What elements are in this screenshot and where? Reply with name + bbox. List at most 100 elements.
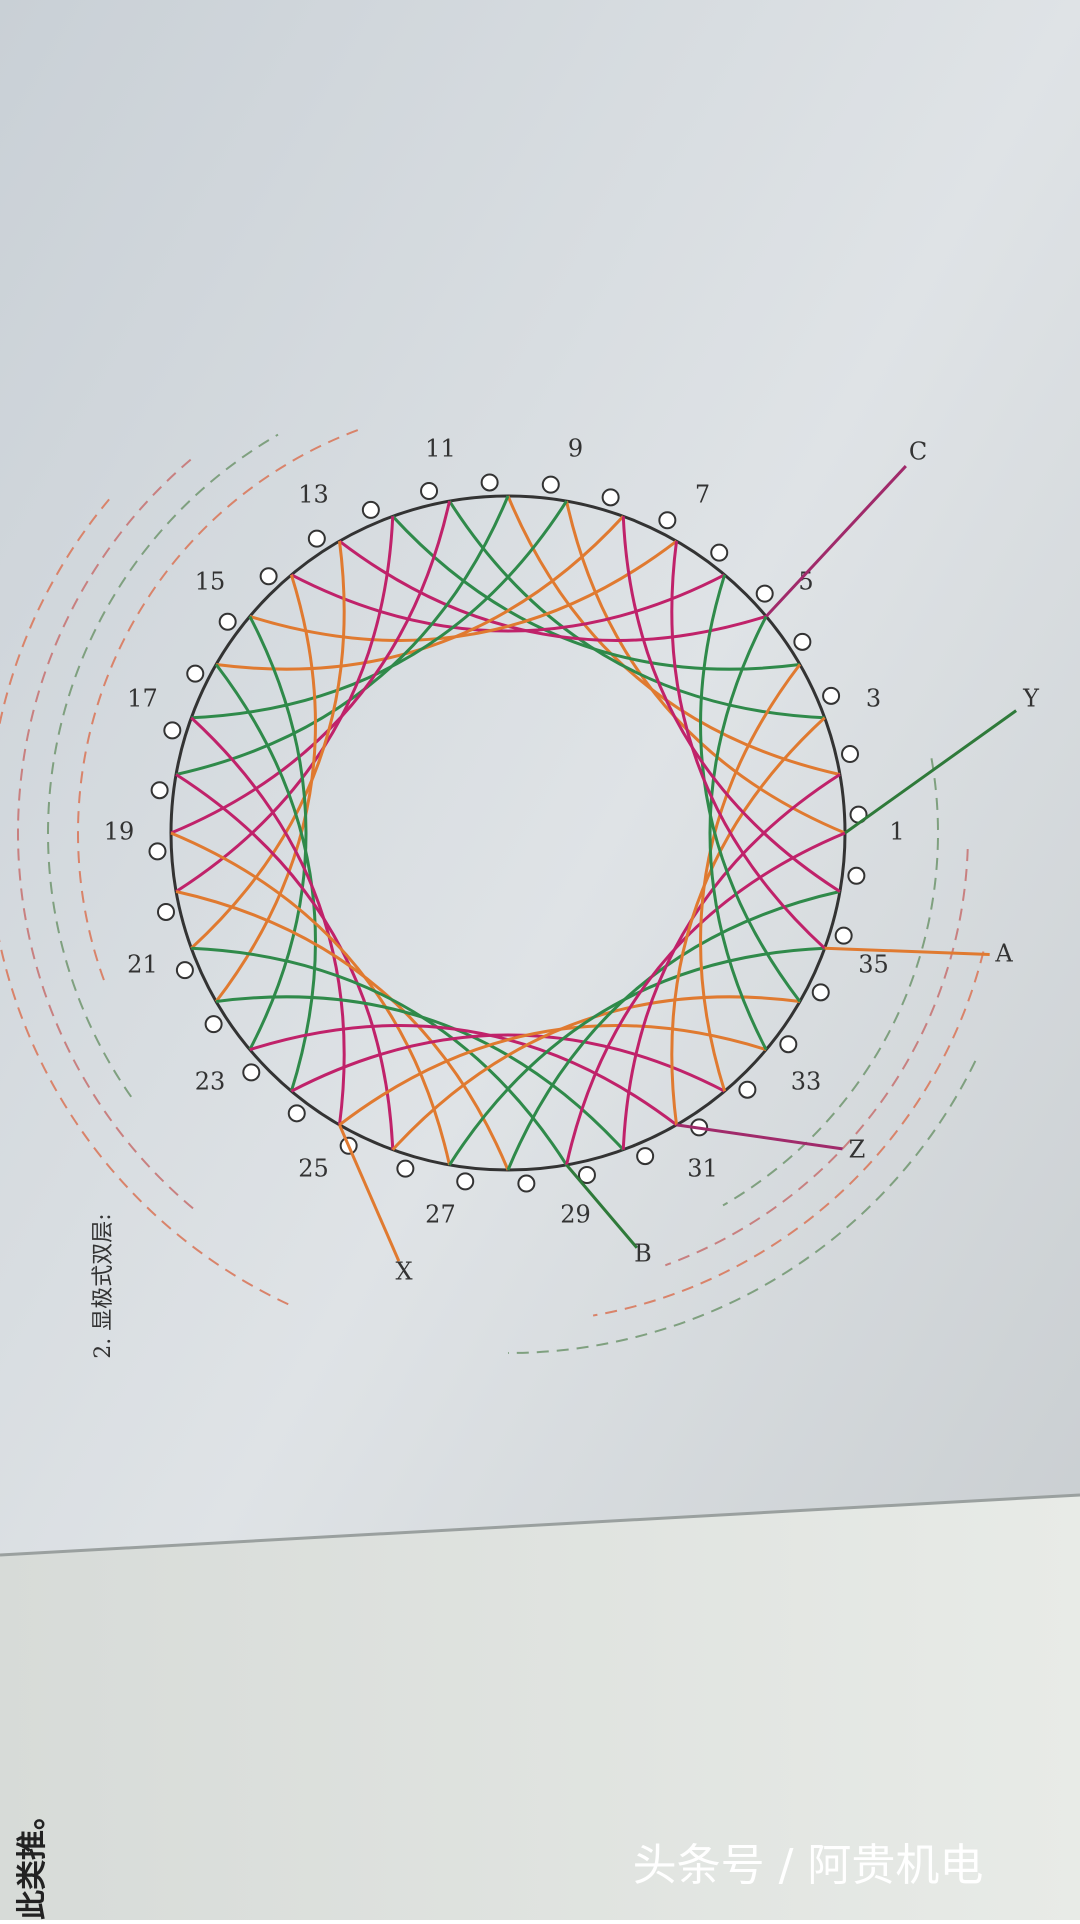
slot-terminal [242, 1063, 261, 1082]
coil [565, 500, 846, 835]
coil [338, 539, 767, 642]
lead-wire [338, 1124, 401, 1262]
lead-wire [765, 465, 907, 618]
slot-terminal [150, 781, 169, 800]
coil [249, 1024, 678, 1127]
coil [448, 500, 825, 720]
coil [248, 615, 308, 1051]
slot-terminal [841, 745, 860, 764]
coil [214, 574, 317, 1003]
slot-number: 31 [687, 1154, 718, 1182]
coil [338, 1024, 767, 1127]
slot-terminal [456, 1172, 475, 1191]
slot-terminal [204, 1015, 223, 1034]
slot-terminal [156, 902, 175, 921]
slot-terminal [175, 961, 194, 980]
slot-terminal [186, 664, 205, 683]
end-connection [507, 1060, 977, 1354]
lower-page [0, 1495, 1080, 1920]
coil [391, 515, 801, 671]
slot-terminal [779, 1035, 798, 1054]
coil [191, 500, 568, 720]
slot-terminal [738, 1080, 757, 1099]
slot-number: 27 [425, 1201, 456, 1229]
coil [670, 716, 826, 1126]
coil [191, 946, 568, 1166]
coil [699, 663, 802, 1092]
slot-number: 21 [127, 951, 158, 979]
slot-terminal [793, 632, 812, 651]
lead-wire [844, 709, 1017, 835]
end-connection [77, 427, 362, 981]
slot-terminal [480, 473, 499, 492]
slot-terminal [259, 567, 278, 586]
watermark: 头条号 / 阿贵机电 [633, 1840, 984, 1891]
slot-number: 3 [866, 684, 881, 712]
lead-wire [676, 1123, 843, 1151]
caption: 2. 显极式双层: [91, 1213, 116, 1358]
slot-number: 33 [791, 1068, 822, 1096]
lead-label: Z [849, 1136, 866, 1164]
lead-label: X [395, 1258, 412, 1286]
end-connection [47, 433, 279, 1098]
lead-label: B [634, 1240, 652, 1268]
lead-label: C [909, 438, 927, 466]
slot-number: 35 [858, 951, 889, 979]
coil [670, 540, 826, 950]
slot-number: 15 [195, 567, 226, 595]
slot-terminal [601, 488, 620, 507]
slot-terminal [218, 612, 237, 631]
coil [175, 890, 510, 1171]
slot-terminal [420, 481, 439, 500]
lead-label: Y [1022, 685, 1040, 713]
slot-terminal [636, 1147, 655, 1166]
coil [170, 831, 451, 1166]
slot-terminal [577, 1166, 596, 1185]
lead-label: A [994, 940, 1013, 968]
slot-terminal [361, 500, 380, 519]
coil [175, 495, 510, 776]
slot-number: 23 [195, 1068, 226, 1096]
slot-number: 17 [127, 684, 158, 712]
coil [565, 831, 846, 1166]
slot-terminal [148, 842, 167, 861]
lead-wire [565, 1163, 639, 1249]
coil [621, 773, 841, 1150]
coil [170, 500, 451, 835]
coil [190, 540, 346, 950]
page-fold [0, 1493, 1080, 1557]
coil [290, 573, 726, 633]
slot-terminal [163, 721, 182, 740]
slot-number: 11 [425, 434, 456, 462]
coil [175, 773, 395, 1150]
slot-terminal [847, 866, 866, 885]
slot-terminal [658, 511, 677, 530]
coil [215, 515, 625, 671]
coil [699, 574, 802, 1003]
end-connection [664, 849, 969, 1267]
slot-terminal [811, 983, 830, 1002]
slot-terminal [517, 1174, 536, 1193]
slot-terminal [307, 529, 326, 548]
slot-terminal [834, 926, 853, 945]
slot-number: 25 [298, 1154, 329, 1182]
slot-number: 19 [104, 818, 135, 846]
coil [214, 663, 317, 1092]
slot-terminal [822, 686, 841, 705]
coil [190, 716, 346, 1126]
lead-wire [824, 946, 990, 956]
end-connection [0, 498, 289, 1306]
footer-text: 此类推。 [15, 1800, 50, 1920]
coil [621, 516, 841, 893]
coil [506, 495, 841, 776]
coil [708, 615, 768, 1051]
end-connection [17, 456, 194, 1210]
coil [249, 539, 678, 642]
coil [215, 995, 625, 1151]
coil [175, 516, 395, 893]
coil [448, 946, 825, 1166]
slot-number: 1 [889, 818, 904, 846]
